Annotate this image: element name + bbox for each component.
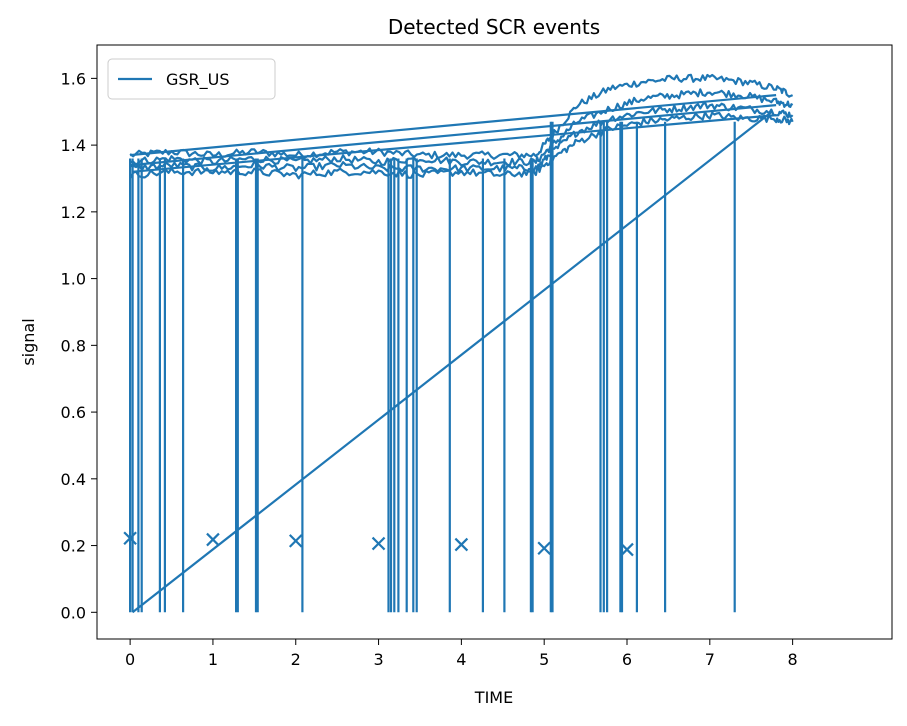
event-marker-stroke [537,541,551,556]
legend-label-gsr-us: GSR_US [166,70,230,90]
x-tick-label: 1 [208,650,218,669]
x-axis-label: TIME [474,688,513,707]
event-marker-stroke [454,537,469,552]
y-tick-label: 1.2 [61,203,86,222]
series-line-segment [129,88,794,167]
x-tick-label: 7 [705,650,715,669]
y-tick-label: 0.2 [61,537,86,556]
event-marker [537,541,551,556]
y-tick-label: 1.6 [61,69,86,88]
series-line-segment [131,114,777,173]
x-tick-label: 8 [788,650,798,669]
series-line-segment [129,111,794,180]
series-line-segment [129,101,794,173]
event-marker [288,534,303,548]
y-tick-label: 1.0 [61,270,86,289]
event-marker-stroke [288,534,303,548]
legend: GSR_US [107,58,276,100]
event-marker [123,531,137,545]
axes-frame [96,44,893,640]
x-tick-label: 0 [125,650,135,669]
event-marker-stroke [123,531,137,545]
series-line-segment [130,104,777,167]
event-marker-stroke [620,542,634,557]
x-tick-label: 2 [291,650,301,669]
y-axis-label: signal [19,318,38,365]
y-tick-label: 1.4 [61,136,86,155]
series-line-segment [129,94,777,157]
x-tick-label: 3 [373,650,383,669]
x-tick-label: 5 [539,650,549,669]
chart-title: Detected SCR events [388,15,600,39]
legend-box [107,58,276,100]
x-tick-label: 4 [456,650,466,669]
event-marker [371,536,386,551]
y-tick-label: 0.0 [61,603,86,622]
y-tick-label: 0.6 [61,403,86,422]
plot-area [123,73,794,614]
event-marker [206,532,220,547]
event-marker-stroke [371,536,386,551]
y-tick-label: 0.8 [61,336,86,355]
x-tick-label: 6 [622,650,632,669]
y-tick-label: 0.4 [61,470,86,489]
event-marker [454,537,469,552]
axis-ticks: 0 1 2 3 4 5 6 7 8 0.0 0.2 0.4 0.6 0.8 1.0 1.2 1.4 1.6 [61,69,798,669]
event-marker-stroke [206,532,220,547]
event-marker [620,542,634,557]
